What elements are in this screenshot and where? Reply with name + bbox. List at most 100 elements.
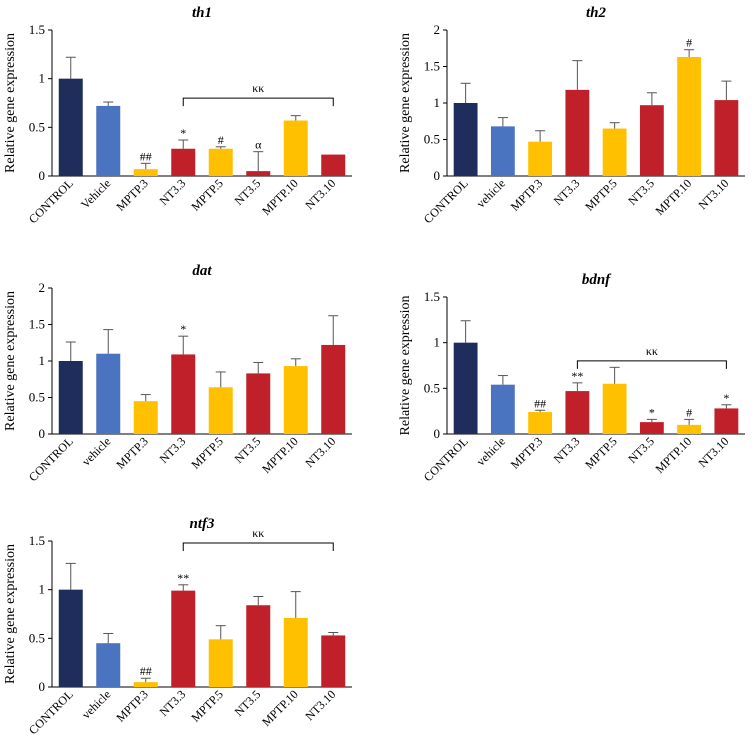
significance-marker: * bbox=[649, 405, 655, 419]
x-tick-label: MPTP.5 bbox=[582, 176, 619, 213]
x-tick-label: MPTP.3 bbox=[113, 176, 150, 213]
bar-MPTP.3 bbox=[528, 412, 553, 434]
y-axis-label: Relative gene expression bbox=[398, 296, 413, 436]
bar-MPTP.3 bbox=[133, 169, 158, 176]
x-tick-label: MPTP.10 bbox=[653, 434, 695, 476]
bar-MPTP.10 bbox=[283, 120, 308, 176]
bar-NT3.10 bbox=[321, 154, 346, 176]
x-tick-label: NT3.5 bbox=[232, 176, 264, 208]
x-tick-label: Vehicle bbox=[78, 176, 113, 211]
x-tick-label: NT3.10 bbox=[302, 176, 338, 212]
bar-MPTP.5 bbox=[208, 387, 233, 434]
y-axis-label: Relative gene expression bbox=[3, 291, 18, 431]
significance-marker: α bbox=[255, 138, 262, 152]
x-tick-label: NT3.3 bbox=[157, 434, 189, 466]
x-tick-label: NT3.10 bbox=[302, 434, 338, 470]
x-tick-label: MPTP.10 bbox=[259, 687, 301, 729]
y-tick-label: 2 bbox=[39, 280, 46, 295]
bar-MPTP.3 bbox=[133, 401, 158, 434]
x-tick-label: NT3.5 bbox=[625, 434, 657, 466]
bar-MPTP.10 bbox=[283, 366, 308, 434]
bar-NT3.3 bbox=[171, 354, 196, 434]
bar-MPTP.5 bbox=[208, 148, 233, 176]
x-tick-label: CONTROL bbox=[26, 176, 76, 226]
x-tick-label: MPTP.10 bbox=[259, 434, 301, 476]
x-tick-label: CONTROL bbox=[421, 434, 471, 484]
x-tick-label: MPTP.3 bbox=[508, 434, 545, 471]
bar-CONTROL bbox=[58, 78, 83, 176]
bar-NT3.10 bbox=[321, 635, 346, 687]
bar-NT3.5 bbox=[246, 605, 271, 687]
x-tick-label: MPTP.5 bbox=[188, 687, 225, 724]
y-tick-label: 0.5 bbox=[29, 630, 45, 645]
x-tick-label: NT3.3 bbox=[157, 176, 189, 208]
x-tick-label: vehicle bbox=[79, 434, 113, 468]
x-tick-label: CONTROL bbox=[26, 434, 76, 484]
significance-marker: * bbox=[723, 391, 729, 405]
chart-th2: th2 Relative gene expression 0 0.5 1 1.5 2 CONT… bbox=[398, 5, 745, 226]
bar-vehicle bbox=[490, 126, 515, 176]
bar-NT3.10 bbox=[321, 344, 346, 434]
comparison-bracket bbox=[182, 542, 334, 551]
chart-th1: th1 Relative gene expression 0 0.5 1 1.5 CONTR… bbox=[3, 5, 352, 226]
chart-ntf3: ntf3 Relative gene expression 0 0.5 1 1.5 CONT… bbox=[3, 516, 352, 737]
y-tick-label: 1 bbox=[434, 335, 441, 350]
y-tick-label: 1 bbox=[39, 71, 46, 86]
y-tick-label: 0 bbox=[434, 426, 441, 441]
x-tick-label: MPTP.3 bbox=[508, 176, 545, 213]
bar-MPTP.3 bbox=[133, 682, 158, 687]
comparison-bracket bbox=[576, 360, 727, 369]
y-tick-label: 1.5 bbox=[29, 533, 45, 548]
significance-marker: ** bbox=[571, 369, 583, 383]
chart-title: th2 bbox=[586, 5, 607, 21]
x-tick-label: NT3.10 bbox=[695, 176, 731, 212]
significance-marker: # bbox=[686, 405, 692, 419]
x-tick-label: NT3.5 bbox=[625, 176, 657, 208]
x-tick-label: NT3.5 bbox=[232, 434, 264, 466]
chart-title: dat bbox=[192, 263, 212, 279]
significance-marker: ## bbox=[140, 149, 152, 163]
bar-NT3.5 bbox=[639, 422, 664, 434]
chart-dat: dat Relative gene expression 0 0.5 1 1.5 2 CONT… bbox=[3, 263, 352, 484]
bar-vehicle bbox=[490, 384, 515, 434]
bar-vehicle bbox=[96, 643, 121, 687]
bar-NT3.3 bbox=[171, 148, 196, 176]
bracket-label: κκ bbox=[252, 81, 264, 95]
bar-MPTP.10 bbox=[283, 617, 308, 687]
significance-marker: * bbox=[180, 126, 186, 140]
x-tick-label: MPTP.5 bbox=[188, 434, 225, 471]
x-tick-label: vehicle bbox=[474, 434, 508, 468]
y-tick-label: 0 bbox=[39, 426, 46, 441]
bar-NT3.10 bbox=[714, 408, 739, 434]
y-tick-label: 0 bbox=[39, 679, 46, 694]
comparison-bracket bbox=[182, 97, 334, 107]
x-tick-label: CONTROL bbox=[421, 176, 471, 226]
bar-MPTP.10 bbox=[677, 57, 702, 177]
y-tick-label: 1 bbox=[39, 353, 46, 368]
significance-marker: ** bbox=[177, 571, 189, 585]
bar-Vehicle bbox=[96, 105, 121, 176]
y-tick-label: 0.5 bbox=[424, 132, 440, 147]
bar-MPTP.5 bbox=[602, 383, 627, 434]
y-tick-label: 1 bbox=[39, 582, 46, 597]
bar-NT3.10 bbox=[714, 100, 739, 176]
bar-CONTROL bbox=[58, 361, 83, 434]
y-tick-label: 2 bbox=[434, 22, 441, 37]
y-tick-label: 1.5 bbox=[29, 317, 45, 332]
y-tick-label: 0.5 bbox=[424, 380, 440, 395]
bar-MPTP.3 bbox=[528, 141, 553, 176]
x-tick-label: vehicle bbox=[79, 687, 113, 721]
x-tick-label: MPTP.5 bbox=[188, 176, 225, 213]
x-tick-label: vehicle bbox=[474, 176, 508, 210]
bracket-label: κκ bbox=[646, 344, 658, 358]
chart-title: ntf3 bbox=[189, 516, 215, 532]
x-tick-label: NT3.10 bbox=[302, 687, 338, 723]
bar-MPTP.5 bbox=[602, 128, 627, 176]
y-tick-label: 1.5 bbox=[29, 22, 45, 37]
x-tick-label: MPTP.3 bbox=[113, 434, 150, 471]
bar-CONTROL bbox=[453, 342, 478, 434]
x-tick-label: CONTROL bbox=[26, 687, 76, 737]
bar-MPTP.10 bbox=[677, 424, 702, 434]
bar-NT3.5 bbox=[246, 373, 271, 434]
bar-NT3.3 bbox=[565, 89, 590, 176]
